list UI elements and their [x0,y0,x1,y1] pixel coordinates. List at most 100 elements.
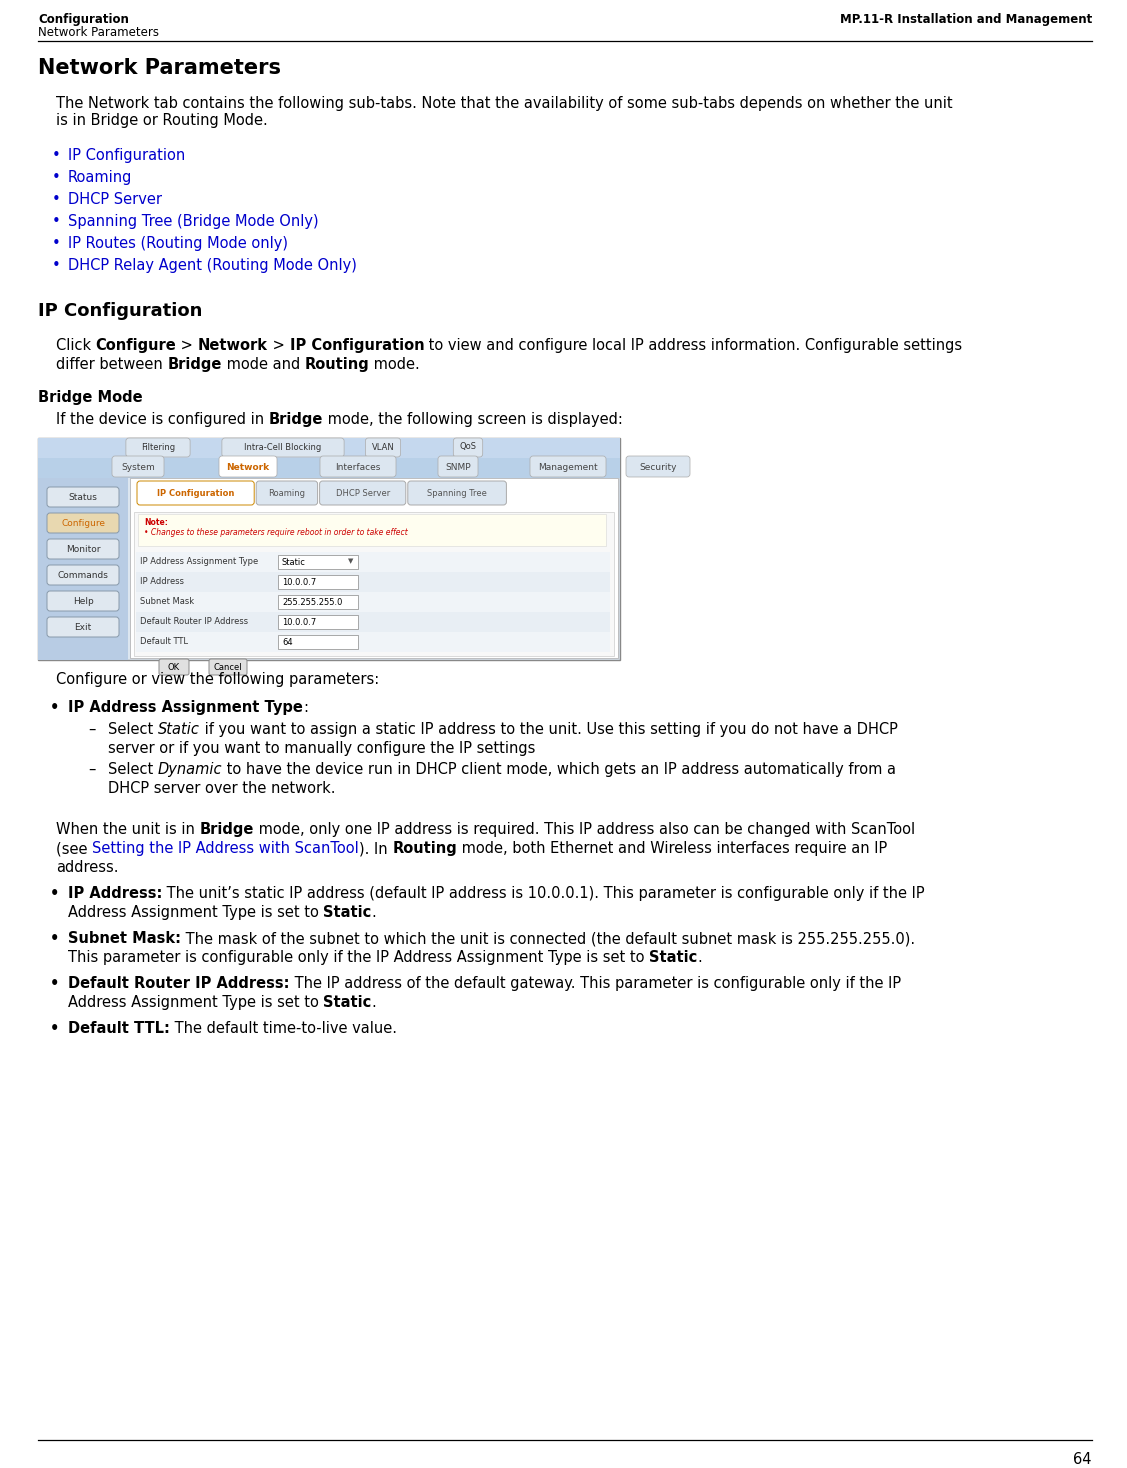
Text: Bridge Mode: Bridge Mode [38,390,143,405]
Text: differ between: differ between [56,357,168,371]
Text: Exit: Exit [74,622,91,631]
Text: Filtering: Filtering [141,442,175,452]
FancyBboxPatch shape [47,512,119,533]
Text: • Changes to these parameters require reboot in order to take effect: • Changes to these parameters require re… [144,528,408,537]
Bar [278,555,358,570]
FancyBboxPatch shape [219,457,277,477]
Text: Static: Static [158,722,199,737]
Text: 64: 64 [1074,1452,1092,1467]
Bar [130,479,618,658]
FancyBboxPatch shape [222,437,344,457]
Text: DHCP Server: DHCP Server [68,192,162,207]
Text: 255.255.255.0: 255.255.255.0 [282,597,343,606]
Bar [136,633,610,652]
FancyBboxPatch shape [208,659,247,675]
Text: server or if you want to manually configure the IP settings: server or if you want to manually config… [108,741,535,756]
Text: The unit’s static IP address (default IP address is 10.0.0.1). This parameter is: The unit’s static IP address (default IP… [162,887,925,901]
Bar [278,595,358,609]
Text: Select: Select [108,722,158,737]
Text: Default TTL:: Default TTL: [68,1022,170,1036]
Text: Default TTL: Default TTL [140,637,188,646]
Bar [136,552,610,573]
Text: The Network tab contains the following sub-tabs. Note that the availability of s: The Network tab contains the following s… [56,95,952,128]
Text: SNMP: SNMP [445,464,471,473]
Text: •: • [52,214,61,229]
Text: DHCP Relay Agent (Routing Mode Only): DHCP Relay Agent (Routing Mode Only) [68,258,357,273]
Text: ▼: ▼ [348,558,354,564]
Bar [38,479,128,661]
Text: •: • [50,1022,60,1036]
FancyBboxPatch shape [453,437,482,457]
Bar [38,437,620,458]
Bar [38,437,620,661]
Text: .: . [372,995,376,1010]
Text: IP Configuration: IP Configuration [290,338,424,352]
Text: Subnet Mask:: Subnet Mask: [68,931,181,945]
Text: QoS: QoS [460,442,477,452]
Bar [278,575,358,589]
Bar [136,592,610,612]
Text: •: • [50,700,60,715]
Text: IP Address: IP Address [140,577,184,586]
Text: Bridge: Bridge [268,413,323,427]
Text: Commands: Commands [57,571,108,580]
FancyBboxPatch shape [159,659,189,675]
Text: Routing: Routing [392,841,456,856]
Text: Setting the IP Address with ScanTool: Setting the IP Address with ScanTool [92,841,358,856]
Text: (see: (see [56,841,92,856]
Bar [38,458,620,479]
Text: OK: OK [168,662,180,671]
Text: 64: 64 [282,639,293,647]
Text: The IP address of the default gateway. This parameter is configurable only if th: The IP address of the default gateway. T… [290,976,900,991]
Text: Monitor: Monitor [65,545,100,553]
Text: to view and configure local IP address information. Configurable settings: to view and configure local IP address i… [424,338,962,352]
Text: IP Configuration: IP Configuration [38,302,203,320]
Text: if you want to assign a static IP address to the unit. Use this setting if you d: if you want to assign a static IP addres… [199,722,897,737]
Text: Configure: Configure [96,338,177,352]
FancyBboxPatch shape [408,482,506,505]
Text: Interfaces: Interfaces [336,464,381,473]
FancyBboxPatch shape [256,482,318,505]
Text: –: – [88,762,96,777]
Text: mode, only one IP address is required. This IP address also can be changed with : mode, only one IP address is required. T… [254,822,915,837]
Text: :: : [303,700,308,715]
Text: DHCP server over the network.: DHCP server over the network. [108,781,336,796]
Text: 10.0.0.7: 10.0.0.7 [282,578,317,587]
Bar [137,514,606,546]
Text: Network: Network [227,464,269,473]
Text: Click: Click [56,338,96,352]
Text: •: • [50,931,60,945]
FancyBboxPatch shape [137,482,255,505]
Text: MP.11-R Installation and Management: MP.11-R Installation and Management [840,13,1092,26]
Text: Subnet Mask: Subnet Mask [140,597,194,606]
Bar [134,512,614,656]
Text: Default Router IP Address:: Default Router IP Address: [68,976,290,991]
FancyBboxPatch shape [320,482,406,505]
FancyBboxPatch shape [47,592,119,611]
Text: Network Parameters: Network Parameters [38,26,159,40]
Text: System: System [121,464,154,473]
Text: mode, both Ethernet and Wireless interfaces require an IP: mode, both Ethernet and Wireless interfa… [456,841,887,856]
Text: Network: Network [198,338,268,352]
Bar [136,573,610,592]
Text: Help: Help [72,596,94,605]
Text: .: . [372,904,376,920]
Text: Configure or view the following parameters:: Configure or view the following paramete… [56,672,380,687]
Text: mode, the following screen is displayed:: mode, the following screen is displayed: [323,413,623,427]
FancyBboxPatch shape [112,457,165,477]
Text: Select: Select [108,762,158,777]
Text: The mask of the subnet to which the unit is connected (the default subnet mask i: The mask of the subnet to which the unit… [181,931,915,945]
Text: Spanning Tree (Bridge Mode Only): Spanning Tree (Bridge Mode Only) [68,214,319,229]
Text: mode.: mode. [370,357,420,371]
FancyBboxPatch shape [47,487,119,506]
Text: Configure: Configure [61,518,105,527]
Text: •: • [52,148,61,163]
Text: Management: Management [539,464,597,473]
Text: Routing: Routing [304,357,370,371]
Text: Bridge: Bridge [199,822,254,837]
FancyBboxPatch shape [530,457,606,477]
Text: .: . [698,950,702,964]
Text: •: • [52,236,61,251]
Text: to have the device run in DHCP client mode, which gets an IP address automatical: to have the device run in DHCP client mo… [222,762,896,777]
Text: IP Address:: IP Address: [68,887,162,901]
